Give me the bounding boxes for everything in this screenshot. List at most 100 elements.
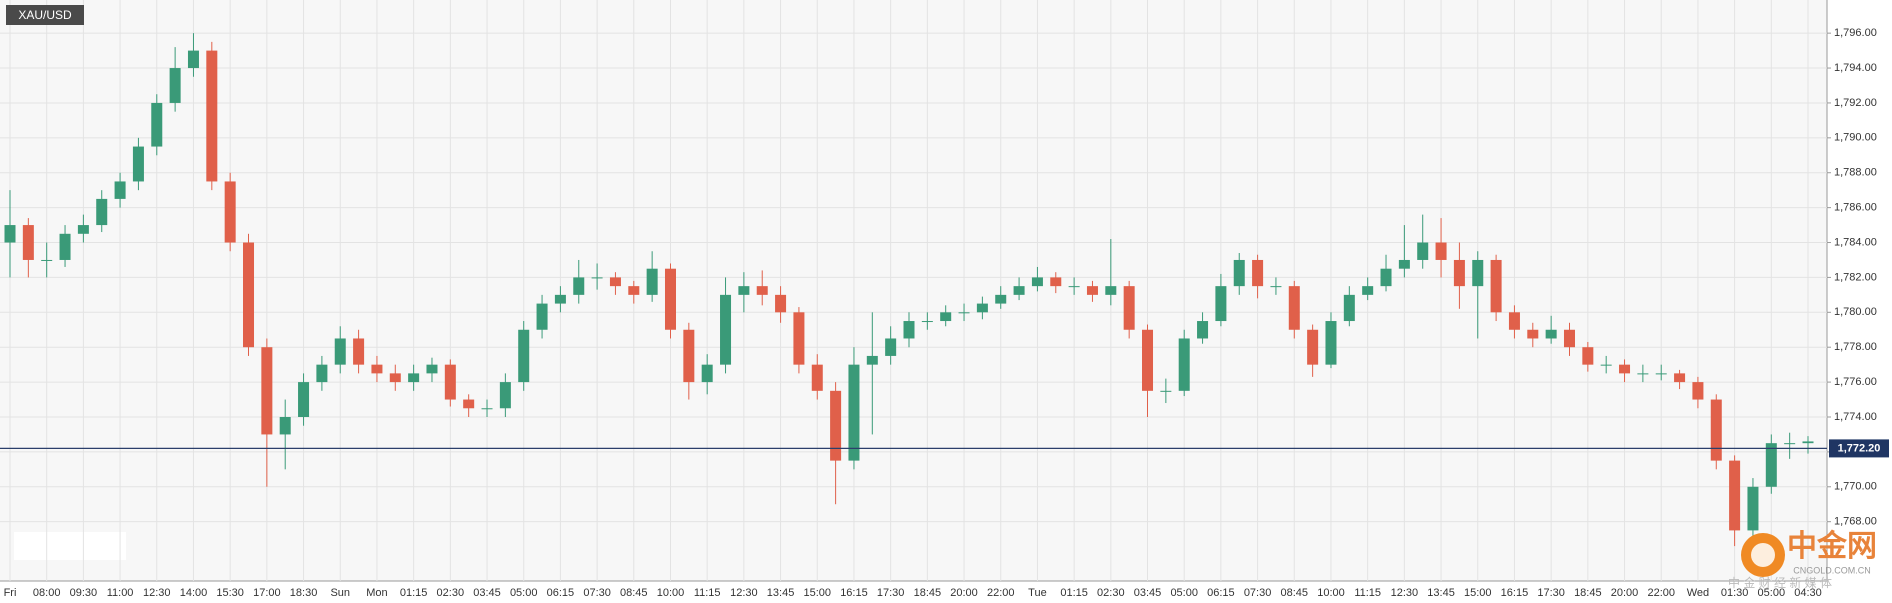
candle-body: [1343, 294, 1355, 322]
candle-body: [1398, 259, 1410, 269]
candle-body: [793, 312, 805, 365]
candle-body: [59, 233, 71, 260]
x-tick-label: 07:30: [1244, 587, 1272, 599]
y-tick-label: 1,774.00: [1834, 411, 1877, 423]
candle-body: [1270, 286, 1282, 288]
symbol-badge: [6, 5, 84, 25]
x-tick-label: 10:00: [1317, 587, 1345, 599]
candle-body: [1729, 460, 1741, 531]
candle-body: [1160, 390, 1172, 392]
candle-body: [1802, 441, 1814, 444]
x-tick-label: 03:45: [473, 587, 501, 599]
candle-body: [4, 225, 16, 243]
x-tick-label: 22:00: [987, 587, 1015, 599]
x-tick-label: 06:15: [547, 587, 575, 599]
x-tick-label: 10:00: [657, 587, 685, 599]
x-tick-label: Mon: [366, 587, 387, 599]
y-tick-label: 1,784.00: [1834, 236, 1877, 248]
candle-body: [976, 303, 988, 313]
candle-body: [921, 321, 933, 323]
candle-body: [830, 390, 842, 461]
y-tick-label: 1,778.00: [1834, 341, 1877, 353]
candle-body: [866, 355, 878, 365]
y-tick-label: 1,768.00: [1834, 516, 1877, 528]
candle-body: [720, 294, 732, 365]
last-price-label: 1,772.20: [1838, 442, 1881, 454]
candle-body: [151, 102, 163, 147]
candle-body: [1086, 286, 1098, 295]
candle-body: [775, 294, 787, 313]
x-tick-label: Sun: [330, 587, 350, 599]
candle-body: [224, 181, 236, 243]
candle-body: [1692, 382, 1704, 400]
candle-body: [1197, 321, 1209, 339]
candle-body: [298, 382, 310, 417]
candle-body: [1747, 486, 1759, 531]
x-tick-label: 13:45: [767, 587, 795, 599]
x-tick-label: 11:15: [694, 587, 721, 599]
x-tick-label: 20:00: [950, 587, 978, 599]
x-tick-label: 13:45: [1427, 587, 1455, 599]
candle-body: [1417, 242, 1429, 260]
x-tick-label: 04:30: [1794, 587, 1822, 599]
watermark-logo: 中金网: [1787, 529, 1877, 563]
candle-body: [1655, 373, 1667, 375]
x-tick-label: 02:30: [1097, 587, 1125, 599]
candle-body: [1710, 399, 1722, 461]
candle-body: [646, 268, 658, 295]
x-tick-label: 08:45: [620, 587, 648, 599]
candle-body: [1527, 329, 1539, 339]
candle-body: [1619, 364, 1631, 374]
x-tick-label: 08:45: [1281, 587, 1309, 599]
x-tick-label: 17:00: [253, 587, 281, 599]
x-tick-label: 16:15: [1501, 587, 1529, 599]
candle-body: [41, 259, 53, 261]
candle-body: [1362, 286, 1374, 295]
x-tick-label: 08:00: [33, 587, 61, 599]
candle-body: [1013, 286, 1025, 295]
candle-body: [683, 329, 695, 383]
x-tick-label: 16:15: [840, 587, 868, 599]
candle-body: [1784, 443, 1796, 445]
x-tick-label: Fri: [4, 587, 17, 599]
candle-body: [1123, 286, 1135, 330]
candle-body: [738, 286, 750, 295]
candle-body: [1050, 277, 1062, 287]
y-tick-label: 1,794.00: [1834, 62, 1877, 74]
x-tick-label: 20:00: [1611, 587, 1639, 599]
candle-body: [243, 242, 255, 348]
x-tick-label: 15:30: [216, 587, 244, 599]
y-tick-label: 1,782.00: [1834, 271, 1877, 283]
y-tick-label: 1,792.00: [1834, 97, 1877, 109]
candle-body: [371, 364, 383, 374]
x-tick-label: 12:30: [730, 587, 758, 599]
x-tick-label: 11:00: [107, 587, 134, 599]
candle-body: [499, 382, 511, 409]
candle-body: [187, 50, 199, 69]
x-tick-label: 18:30: [290, 587, 318, 599]
x-tick-label: 09:30: [70, 587, 98, 599]
x-tick-label: 05:00: [1170, 587, 1198, 599]
candle-body: [444, 364, 456, 400]
y-tick-label: 1,770.00: [1834, 481, 1877, 493]
candle-body: [1508, 312, 1520, 330]
last-price-box: [1829, 439, 1889, 458]
candle-body: [573, 277, 585, 295]
candle-body: [1031, 277, 1043, 287]
candle-body: [334, 338, 346, 365]
x-tick-label: 17:30: [1537, 587, 1565, 599]
candle-body: [481, 408, 493, 410]
candle-body: [77, 225, 89, 234]
candle-body: [1674, 373, 1686, 383]
candle-body: [1142, 329, 1154, 391]
candle-body: [1252, 259, 1264, 287]
candle-body: [353, 338, 365, 365]
x-tick-label: Tue: [1028, 587, 1047, 599]
candle-body: [554, 294, 566, 304]
x-tick-label: 02:30: [437, 587, 465, 599]
x-tick-label: 12:30: [143, 587, 171, 599]
candle-body: [1325, 321, 1337, 365]
candle-body: [22, 225, 34, 260]
candle-body: [426, 364, 438, 374]
candle-body: [536, 303, 548, 330]
